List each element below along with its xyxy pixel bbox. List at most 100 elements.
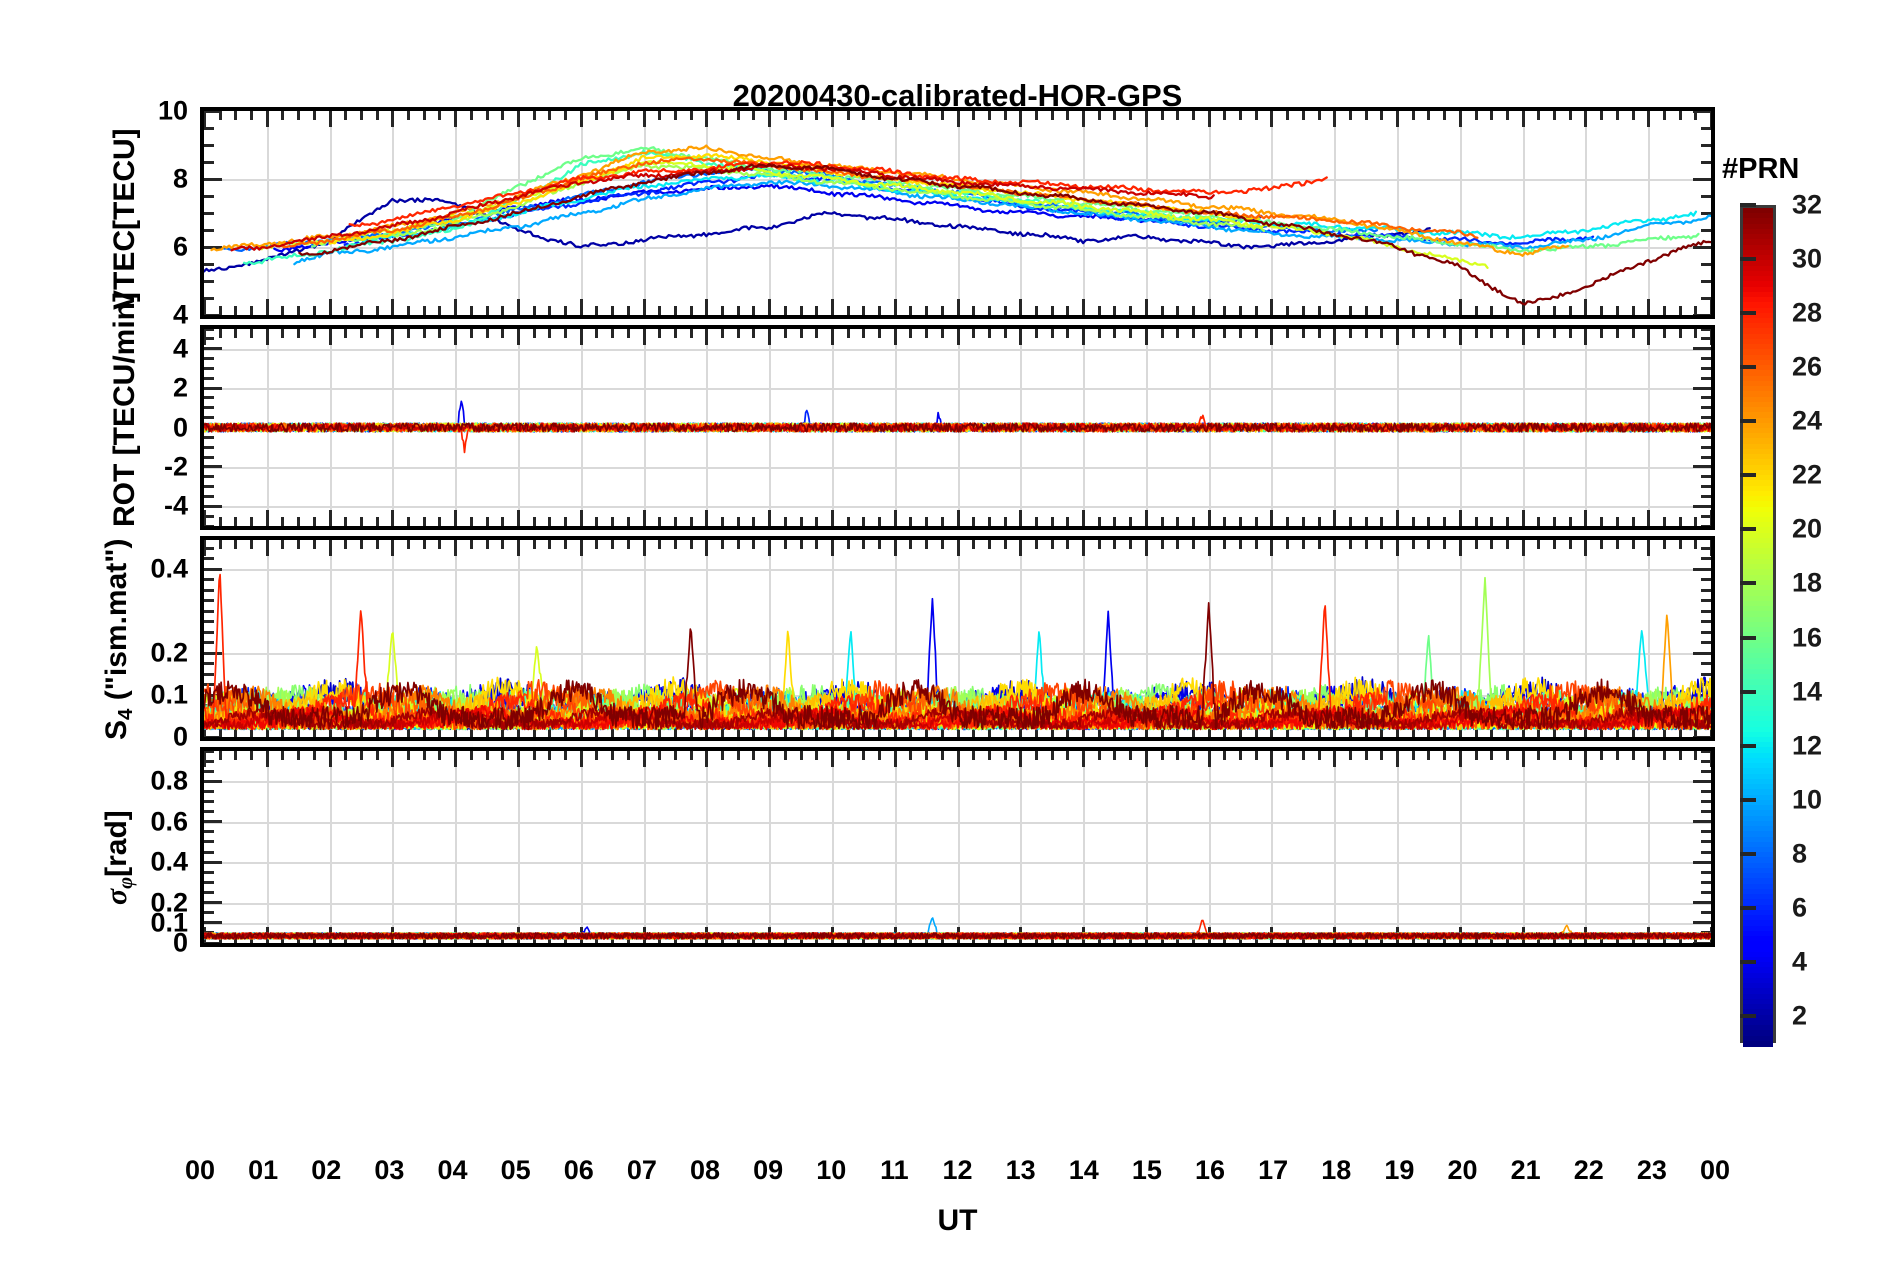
colorbar-segment [1743, 810, 1773, 817]
grid-line-vertical [1522, 751, 1525, 943]
axis-tick-x [1160, 517, 1164, 526]
axis-tick-x [1364, 329, 1368, 338]
axis-tick-y [204, 245, 222, 249]
colorbar-tick-label: 16 [1792, 622, 1823, 653]
axis-tick-y [1701, 662, 1711, 666]
axis-tick-x [564, 111, 568, 120]
axis-tick-x [1003, 329, 1007, 338]
axis-tick-x [1348, 517, 1352, 526]
axis-tick-x [579, 299, 583, 315]
colorbar-segment [1743, 333, 1773, 340]
axis-tick-x [438, 517, 442, 526]
panel-rot [200, 325, 1715, 530]
axis-tick-x [1521, 111, 1525, 127]
axis-tick-x [768, 721, 772, 737]
axis-tick-x [1129, 329, 1133, 338]
axis-tick-x [204, 751, 206, 767]
axis-tick-x [1647, 299, 1651, 315]
axis-tick-y [1701, 514, 1711, 518]
axis-tick-x [234, 306, 238, 315]
axis-tick-y [1701, 524, 1711, 526]
colorbar-segment [1743, 852, 1773, 859]
grid-line-vertical [894, 751, 897, 943]
axis-tick-x [1584, 540, 1588, 556]
axis-tick-x [204, 299, 206, 315]
axis-tick-y [204, 588, 214, 592]
axis-tick-x [815, 306, 819, 315]
axis-tick-x [422, 517, 426, 526]
colorbar-segment [1743, 407, 1773, 414]
axis-tick-x [454, 111, 458, 127]
axis-tick-x [1286, 540, 1290, 549]
axis-tick-x [925, 751, 929, 760]
axis-tick-x [673, 111, 677, 120]
axis-tick-x [1317, 751, 1321, 760]
colorbar-segment [1743, 464, 1773, 471]
axis-tick-x [815, 111, 819, 120]
axis-tick-x [830, 111, 834, 127]
axis-tick-y [1701, 850, 1711, 854]
axis-tick-x [1191, 540, 1195, 549]
colorbar-segment [1743, 768, 1773, 775]
axis-tick-x [768, 329, 772, 345]
axis-tick-x [799, 517, 803, 526]
colorbar-segment [1743, 867, 1773, 875]
y-tick-label: 0 [172, 412, 188, 442]
axis-tick-x [1490, 306, 1494, 315]
axis-tick-x [422, 306, 426, 315]
axis-tick-x [1333, 111, 1337, 127]
grid-line-vertical [1020, 751, 1023, 943]
data-series-line [204, 932, 1711, 940]
axis-tick-x [1207, 540, 1211, 556]
axis-tick-x [1584, 510, 1588, 526]
axis-tick-x [595, 111, 599, 120]
grid-line-vertical [580, 751, 583, 943]
axis-tick-x [1254, 751, 1258, 760]
x-tick-label: 15 [1131, 1155, 1162, 1185]
axis-tick-x [1443, 329, 1447, 338]
y-tick-label: 0.1 [150, 679, 188, 710]
axis-tick-x [250, 751, 254, 760]
axis-tick-x [454, 299, 458, 315]
axis-tick-y [204, 890, 214, 894]
axis-tick-x [1207, 299, 1211, 315]
axis-tick-x [1537, 306, 1541, 315]
colorbar-segment [1743, 276, 1773, 283]
axis-tick-x [1160, 329, 1164, 338]
axis-tick-x [1176, 111, 1180, 120]
axis-tick-y [1701, 211, 1711, 215]
axis-tick-x [407, 306, 411, 315]
axis-tick-x [830, 540, 834, 556]
colorbar-tick-label: 32 [1792, 189, 1823, 220]
axis-tick-x [564, 728, 568, 737]
panel-vtec [200, 107, 1715, 319]
colorbar-segment [1743, 255, 1773, 262]
axis-tick-x [1223, 751, 1227, 760]
axis-tick-x [1443, 728, 1447, 737]
axis-tick-x [1176, 728, 1180, 737]
axis-tick-x [250, 329, 254, 338]
axis-tick-x [1600, 540, 1604, 549]
axis-tick-y [1701, 759, 1711, 763]
axis-tick-y [1693, 779, 1711, 783]
axis-tick-y [204, 126, 214, 130]
axis-tick-x [1443, 751, 1447, 760]
axis-tick-x [1710, 751, 1711, 767]
grid-line-vertical [1208, 540, 1211, 737]
colorbar-tick [1740, 959, 1756, 964]
colorbar-segment [1743, 349, 1773, 356]
grid-line-vertical [957, 111, 960, 315]
axis-tick-x [987, 540, 991, 549]
grid-line-vertical [831, 751, 834, 943]
grid-line-vertical [643, 111, 646, 315]
axis-tick-y [1701, 329, 1711, 331]
axis-tick-x [940, 517, 944, 526]
axis-tick-y [1701, 751, 1711, 753]
axis-tick-x [1254, 111, 1258, 120]
axis-tick-x [1239, 306, 1243, 315]
axis-tick-x [783, 306, 787, 315]
axis-tick-x [972, 751, 976, 760]
axis-tick-x [328, 540, 332, 556]
axis-tick-x [532, 329, 536, 338]
axis-tick-y [1701, 672, 1711, 676]
